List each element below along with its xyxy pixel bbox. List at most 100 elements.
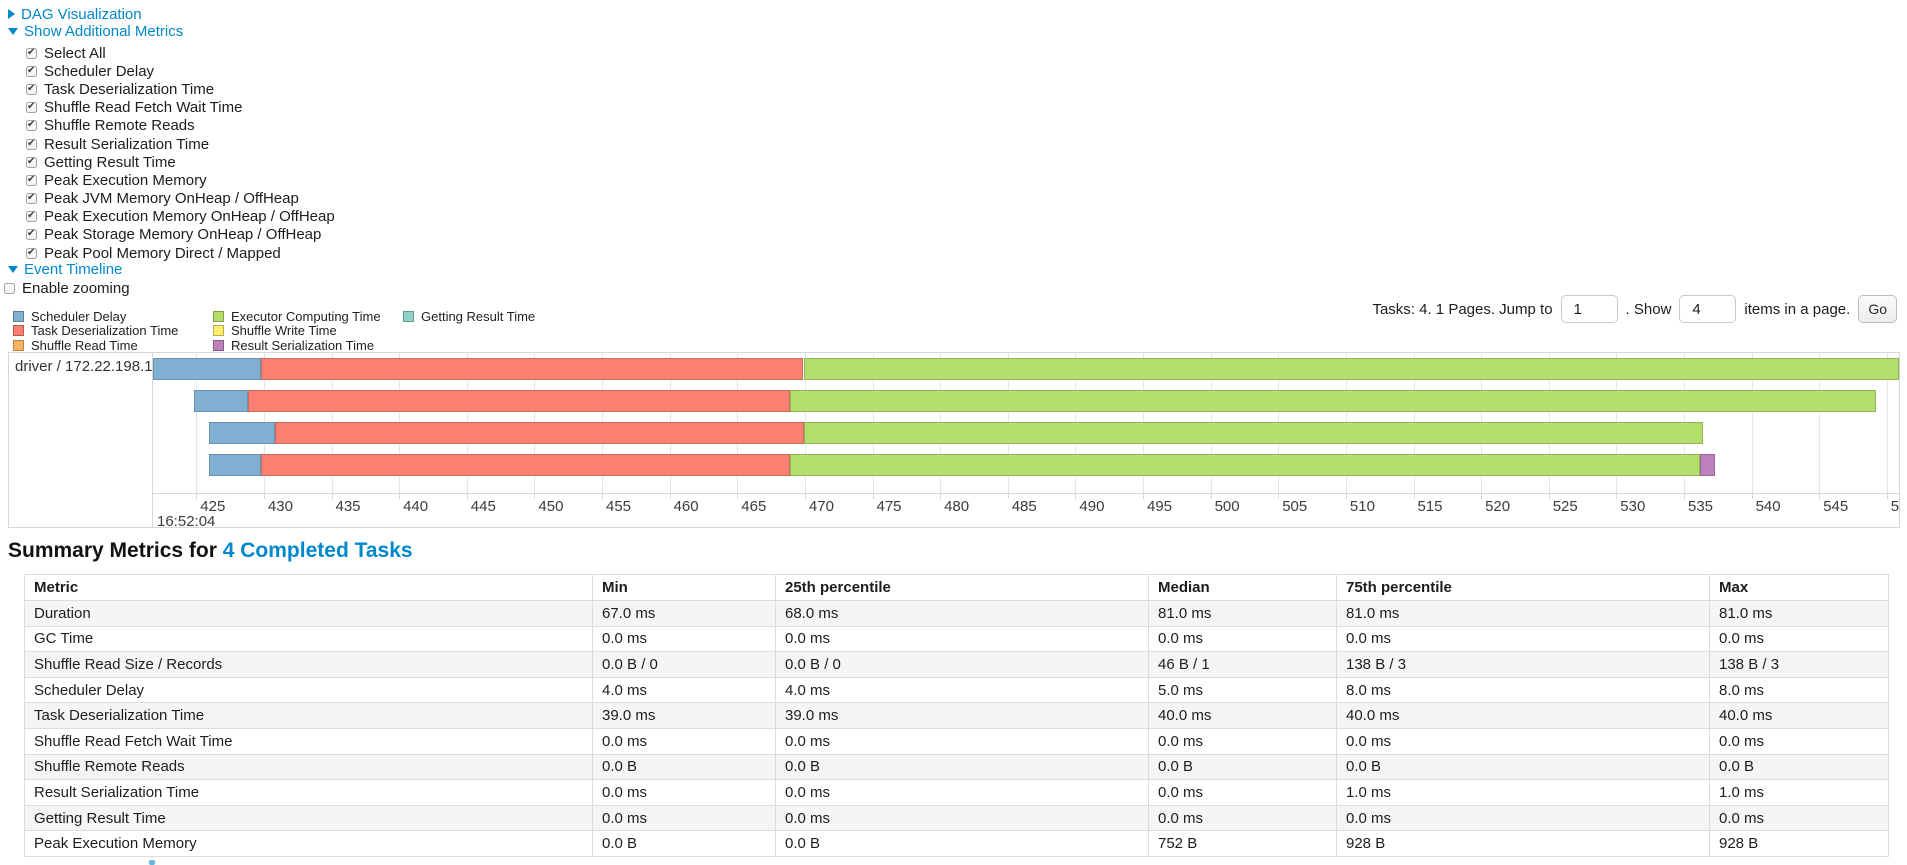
metric-value-cell: 68.0 ms [775,600,1149,627]
tick-mark [1210,494,1212,499]
tick-label: 525 [1552,498,1578,515]
tick-mark [804,494,806,499]
summary-row-shuffle-read-fetch-wait-time: Shuffle Read Fetch Wait Time 0.0 ms 0.0 ms… [24,727,1889,755]
task-bar-0[interactable] [153,358,1899,380]
metric-name-cell: Peak Execution Memory [24,830,593,857]
summary-header-cell: 75th percentile [1336,574,1710,601]
tick-mark [196,494,198,499]
gridline [1819,353,1821,493]
metric-checkbox-0[interactable] [26,47,37,59]
metric-value-cell: 0.0 ms [592,804,776,832]
tick-mark [399,494,401,499]
metric-checkbox-row: Peak Execution Memory OnHeap / OffHeap [26,208,335,226]
metric-value-cell: 0.0 ms [592,625,776,653]
legend-swatch-scheduler_delay [13,310,24,322]
tick-label: 435 [335,498,361,515]
segment-scheduler_delay [208,422,275,444]
task-bar-2[interactable] [208,422,1703,444]
tick-mark [940,494,942,499]
segment-scheduler_delay [193,390,248,412]
metric-checkbox-4[interactable] [26,119,37,132]
show-additional-metrics-toggle[interactable]: Show Additional Metrics [8,22,183,40]
metric-checkbox-7[interactable] [26,174,37,186]
tick-mark [1751,494,1753,499]
metric-checkbox-3[interactable] [26,101,37,114]
metric-value-cell: 4.0 ms [775,676,1149,704]
metric-checkbox-row: Task Deserialization Time [26,80,335,98]
event-timeline-chart: driver / 172.22.198.104 425 430 435 440 445 4… [8,352,1900,528]
task-bar-3[interactable] [208,454,1716,476]
metric-value-cell: 752 B [1148,830,1337,857]
legend-label: Shuffle Read Time [31,337,138,353]
gridline [1751,353,1753,493]
summary-row-duration: Duration 67.0 ms 68.0 ms 81.0 ms 81.0 ms 81.0… [24,600,1889,627]
metric-checkbox-2[interactable] [26,83,37,95]
summary-header-cell: Max [1709,574,1889,601]
tick-mark [1819,494,1821,499]
metric-checkbox-6[interactable] [26,156,37,168]
metric-value-cell: 40.0 ms [1336,702,1710,729]
legend-swatch-result_serialization [213,339,224,351]
completed-tasks-link[interactable]: 4 Completed Tasks [222,539,413,562]
metric-value-cell: 0.0 B [1148,753,1337,781]
metric-value-cell: 0.0 ms [1709,625,1889,653]
legend-label: Result Serialization Time [231,337,375,353]
legend-swatch-task_deserialization [13,325,24,337]
summary-row-shuffle-read-size-records: Shuffle Read Size / Records 0.0 B / 0 0.0 … [24,651,1889,678]
tick-mark [1007,494,1009,499]
tick-label: 535 [1688,498,1714,515]
metric-value-cell: 8.0 ms [1336,676,1710,704]
metric-value-cell: 0.0 B [592,830,776,857]
metric-value-cell: 0.0 B [775,753,1149,781]
metric-value-cell: 39.0 ms [775,702,1149,729]
metric-value-cell: 0.0 ms [775,804,1149,832]
tick-mark [1345,494,1347,499]
tick-label: 505 [1282,498,1308,515]
tick-label: 500 [1214,498,1240,515]
metric-value-cell: 0.0 ms [775,727,1149,755]
legend-swatch-shuffle_write [213,325,224,337]
metric-checkbox-label: Peak Storage Memory OnHeap / OffHeap [44,226,322,244]
event-timeline-toggle[interactable]: Event Timeline [8,260,122,278]
metric-value-cell: 1.0 ms [1336,779,1710,806]
legend-item-shuffle_read: Shuffle Read Time [13,338,178,353]
metric-checkbox-5[interactable] [26,138,37,150]
axis-time-label: 16:52:04 [157,513,216,528]
timeline-plot-area[interactable] [153,353,1899,493]
metric-value-cell: 4.0 ms [592,676,776,704]
metric-value-cell: 46 B / 1 [1148,651,1337,678]
go-button[interactable]: Go [1858,295,1897,323]
legend-swatch-executor_computing [213,310,224,322]
tick-label: 430 [267,498,293,515]
summary-row-task-deserialization-time: Task Deserialization Time 39.0 ms 39.0 ms 4… [24,702,1889,729]
summary-header-cell: 25th percentile [775,574,1149,601]
enable-zooming-checkbox[interactable] [4,282,15,294]
legend-label: Task Deserialization Time [31,323,179,339]
metric-checkbox-label: Shuffle Read Fetch Wait Time [44,99,243,117]
timeline-x-axis: 425 430 435 440 445 450 455 460 465 470 475 480 485 4… [153,493,1899,528]
items-per-page-input[interactable] [1679,295,1737,323]
tick-mark [602,494,603,499]
tick-mark [1684,494,1685,499]
metric-value-cell: 0.0 ms [1148,779,1337,806]
legend-swatch-shuffle_read [13,339,24,351]
metric-value-cell: 138 B / 3 [1709,651,1889,678]
metric-checkbox-11[interactable] [26,247,37,259]
metric-value-cell: 81.0 ms [1709,600,1889,627]
metric-checkbox-1[interactable] [26,65,37,77]
metric-value-cell: 0.0 B [1709,753,1889,781]
legend-item-result_serialization: Result Serialization Time [213,338,381,353]
metric-checkbox-8[interactable] [26,192,37,205]
dag-visualization-toggle[interactable]: DAG Visualization [8,5,142,23]
tick-mark [669,494,671,499]
jump-to-page-input[interactable] [1560,295,1618,323]
tick-label: 475 [876,498,902,515]
metric-checkbox-9[interactable] [26,210,37,223]
legend-column: Scheduler Delay Task Deserialization Time… [13,309,178,353]
metric-value-cell: 40.0 ms [1709,702,1889,729]
task-bar-1[interactable] [193,390,1876,412]
metric-checkbox-10[interactable] [26,228,37,241]
metric-value-cell: 0.0 ms [1336,625,1710,653]
expanded-arrow-icon [8,27,18,35]
metric-checkbox-row: Select All [26,44,335,62]
